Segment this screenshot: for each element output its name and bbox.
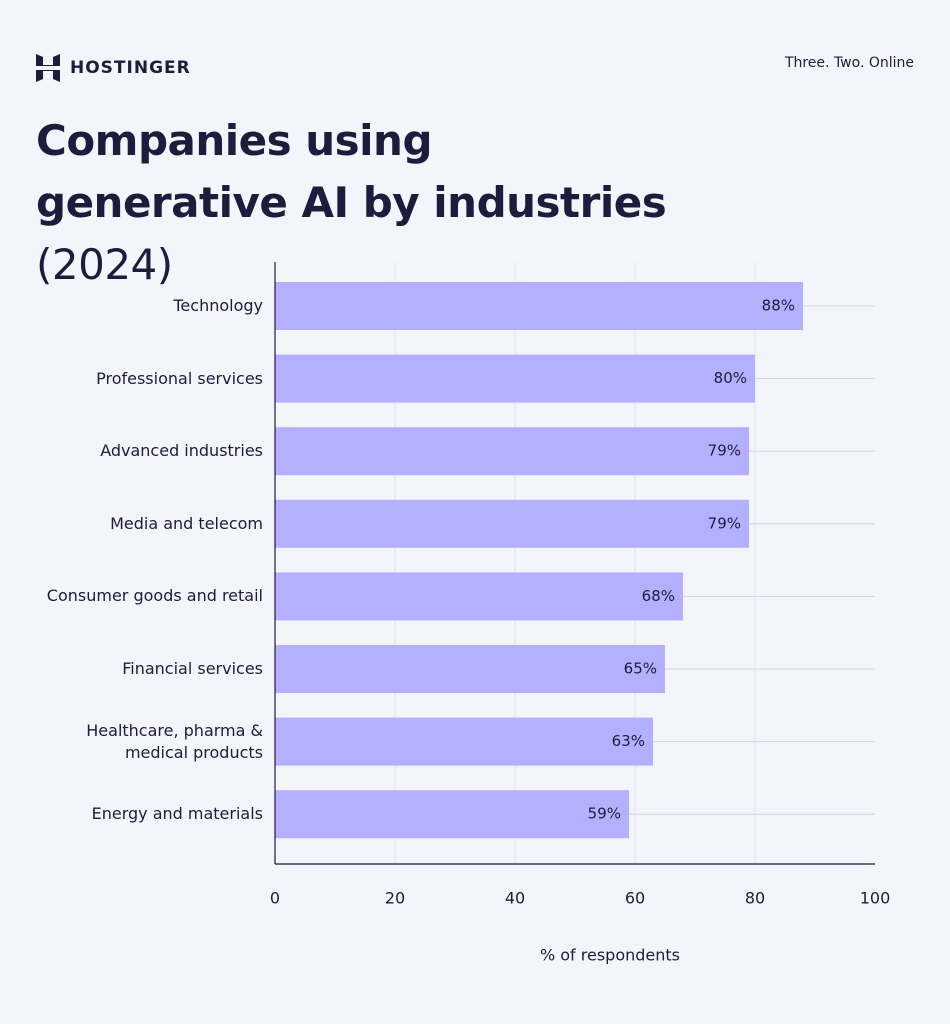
x-axis-label: % of respondents bbox=[540, 946, 680, 965]
category-label: Energy and materials bbox=[91, 804, 263, 824]
bar bbox=[275, 354, 755, 403]
category-label: Healthcare, pharma & medical products bbox=[86, 720, 263, 762]
bar bbox=[275, 790, 629, 839]
category-label: Advanced industries bbox=[100, 441, 263, 461]
value-label: 68% bbox=[642, 587, 675, 605]
x-tick-label: 20 bbox=[385, 889, 405, 908]
category-label: Financial services bbox=[122, 659, 263, 678]
tagline: Three. Two. Online bbox=[784, 55, 914, 71]
bar bbox=[275, 717, 653, 766]
logo-text: HOSTINGER bbox=[70, 58, 191, 78]
chart-title: Companies using generative AI by industr… bbox=[36, 110, 676, 296]
bar bbox=[275, 499, 749, 548]
value-label: 79% bbox=[708, 514, 741, 532]
value-label: 80% bbox=[714, 369, 747, 387]
value-label: 88% bbox=[762, 297, 795, 315]
category-label: Professional services bbox=[96, 368, 263, 388]
value-label: 65% bbox=[624, 660, 657, 678]
x-tick-label: 60 bbox=[625, 889, 645, 908]
x-tick-label: 0 bbox=[270, 889, 280, 908]
x-tick-label: 100 bbox=[860, 889, 891, 908]
subtitle: (2024) bbox=[36, 240, 173, 289]
logo: HOSTINGER bbox=[36, 54, 191, 82]
bar bbox=[275, 282, 803, 330]
category-label: Technology bbox=[173, 296, 263, 315]
value-label: 63% bbox=[612, 732, 645, 750]
x-tick-label: 80 bbox=[745, 889, 765, 908]
logo-icon bbox=[36, 54, 60, 82]
category-label: Media and telecom bbox=[110, 513, 263, 533]
value-label: 79% bbox=[708, 442, 741, 460]
x-tick-label: 40 bbox=[505, 889, 525, 908]
title-text: Companies using generative AI by industr… bbox=[36, 116, 667, 227]
category-label: Consumer goods and retail bbox=[46, 586, 263, 606]
bar bbox=[275, 572, 683, 621]
bar bbox=[275, 427, 749, 476]
value-label: 59% bbox=[588, 805, 621, 823]
bar bbox=[275, 645, 665, 693]
